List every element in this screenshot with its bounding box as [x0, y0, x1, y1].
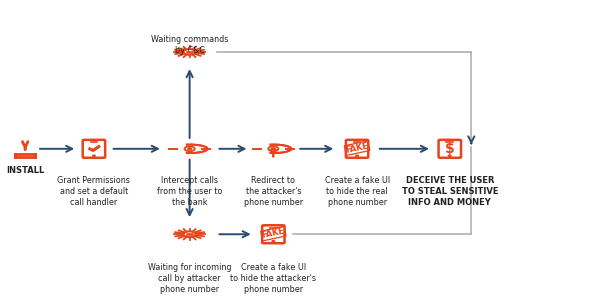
- Text: Waiting commands
by C&C: Waiting commands by C&C: [151, 35, 229, 55]
- Text: FAKE: FAKE: [261, 227, 286, 240]
- Text: FAKE: FAKE: [345, 141, 370, 155]
- Text: $: $: [445, 142, 455, 156]
- Text: Grant Permissions
and set a default
call handler: Grant Permissions and set a default call…: [58, 176, 130, 207]
- Text: Create a fake UI
to hide the attacker's
phone number: Create a fake UI to hide the attacker's …: [230, 263, 316, 294]
- Text: Create a fake UI
to hide the real
phone number: Create a fake UI to hide the real phone …: [325, 176, 389, 207]
- Text: Intercept calls
from the user to
the bank: Intercept calls from the user to the ban…: [157, 176, 223, 207]
- Text: Waiting for incoming
call by attacker
phone number: Waiting for incoming call by attacker ph…: [148, 263, 232, 294]
- Text: INSTALL: INSTALL: [6, 166, 44, 175]
- Circle shape: [188, 148, 191, 150]
- Circle shape: [271, 148, 275, 150]
- Text: DECEIVE THE USER
TO STEAL SENSITIVE
INFO AND MONEY: DECEIVE THE USER TO STEAL SENSITIVE INFO…: [401, 176, 498, 207]
- Text: Redirect to
the attacker's
phone number: Redirect to the attacker's phone number: [244, 176, 303, 207]
